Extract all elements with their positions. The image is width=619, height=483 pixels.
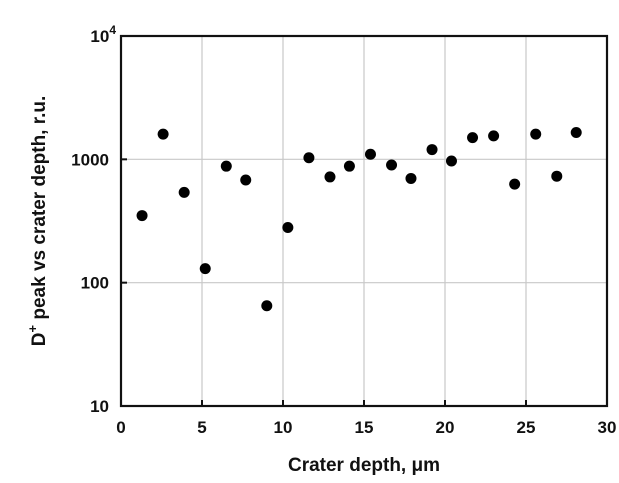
data-point [178, 186, 190, 198]
data-point [261, 300, 273, 312]
data-point [240, 174, 252, 186]
data-point [551, 170, 563, 182]
data-point [445, 155, 457, 167]
data-point [220, 160, 232, 172]
data-point [426, 144, 438, 156]
x-tick-label: 0 [116, 418, 125, 437]
data-point [530, 128, 542, 140]
y-tick-labels: 10 100 1000 104 [71, 23, 127, 416]
data-point [324, 171, 336, 183]
data-point [282, 222, 294, 234]
data-point [303, 152, 315, 164]
data-point [467, 132, 479, 144]
x-tick-label: 10 [274, 418, 293, 437]
x-tick-label: 15 [355, 418, 374, 437]
y-tick-label: 1000 [71, 150, 109, 169]
x-tick-label: 30 [598, 418, 617, 437]
y-tick-label: 104 [90, 23, 116, 46]
x-axis-label: Crater depth, μm [288, 455, 440, 476]
x-tick-label: 20 [436, 418, 455, 437]
x-tick-label: 5 [197, 418, 206, 437]
data-point [405, 172, 417, 184]
data-point [509, 178, 521, 190]
x-tick-label: 25 [517, 418, 536, 437]
data-point [136, 210, 148, 222]
data-point [343, 160, 355, 172]
y-tick-label: 100 [81, 274, 109, 293]
data-point [364, 148, 376, 160]
data-point [570, 127, 582, 139]
data-point [199, 263, 211, 275]
grid-lines [121, 36, 607, 406]
data-point [157, 128, 169, 140]
data-points [136, 127, 582, 312]
y-tick-label: 10 [90, 397, 109, 416]
data-point [386, 159, 398, 171]
x-tick-labels: 0 5 10 15 20 25 30 [116, 400, 616, 437]
data-point [488, 130, 500, 142]
y-axis-label: D+ peak vs crater depth, r.u. [25, 96, 50, 346]
